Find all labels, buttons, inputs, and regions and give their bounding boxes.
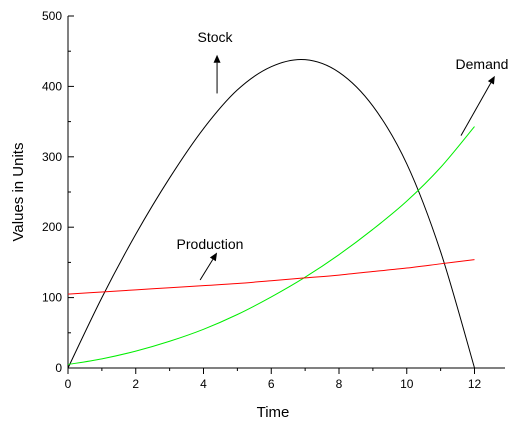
stock-label: Stock (197, 29, 233, 45)
series-line-demand (67, 126, 475, 365)
ticks: 0 100 200 300 400 500 0 2 4 6 8 10 12 (42, 9, 482, 391)
y-axis-title: Values in Units (10, 143, 27, 242)
production-label: Production (177, 236, 244, 252)
demand-label: Demand (456, 56, 509, 72)
annotations: Stock Demand Production (177, 29, 509, 281)
axes (67, 16, 505, 369)
demand-arrow (460, 82, 492, 136)
x-tick-label: 6 (268, 377, 275, 391)
y-tick-label: 200 (42, 220, 62, 234)
series-line-stock (67, 58, 475, 369)
x-axis-title: Time (257, 404, 290, 421)
y-tick-label: 0 (55, 361, 62, 375)
y-tick-label: 400 (42, 79, 62, 93)
x-tick-label: 2 (132, 377, 139, 391)
x-tick-label: 8 (336, 377, 343, 391)
stock-arrow-head (213, 54, 221, 63)
series-line-production (67, 259, 475, 295)
y-tick-label: 100 (42, 291, 62, 305)
demand-arrow-head (487, 75, 495, 85)
x-tick-label: 12 (468, 377, 482, 391)
production-arrow (199, 259, 214, 281)
x-tick-label: 10 (400, 377, 414, 391)
y-tick-label: 300 (42, 150, 62, 164)
x-tick-label: 0 (65, 377, 72, 391)
series-lines (67, 58, 475, 369)
y-tick-label: 500 (42, 9, 62, 23)
x-tick-label: 4 (200, 377, 207, 391)
production-arrow-head (209, 252, 218, 262)
